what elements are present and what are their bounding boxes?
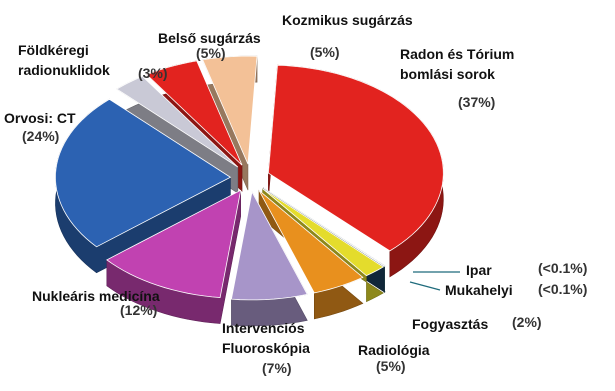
slice (230, 190, 308, 301)
slice-label: Fogyasztás (412, 316, 489, 332)
value-label: (2%) (512, 314, 542, 330)
slice (115, 75, 239, 168)
leader-line (409, 281, 441, 291)
value-label: (3%) (138, 65, 168, 81)
slice (263, 187, 386, 267)
value-label: (5%) (376, 358, 406, 374)
value-label: (5%) (196, 45, 226, 61)
slice (146, 60, 243, 166)
slice-label: Nukleáris medicína (32, 288, 160, 304)
slice-label: Ipar (466, 262, 492, 278)
slice-label: Intervenciós Fluoroskópia (222, 320, 310, 356)
value-label: (12%) (120, 302, 158, 318)
slice (55, 98, 232, 248)
slice (202, 55, 258, 165)
slice (258, 190, 364, 294)
slice-label: Orvosi: CT (4, 110, 76, 126)
slice-label: Földkéregi radionuklidok (18, 42, 110, 78)
slice-label: Radon és Tórium bomlási sorok (400, 46, 515, 82)
value-label: (24%) (22, 128, 60, 144)
slice-label: Radiológia (358, 342, 430, 358)
slice-label: Belső sugárzás (158, 30, 261, 46)
value-label: (37%) (458, 94, 496, 110)
slice (267, 64, 444, 252)
value-label: (5%) (310, 44, 340, 60)
slice (106, 189, 242, 299)
slice-label: Mukahelyi (445, 282, 513, 298)
value-label: (7%) (262, 360, 292, 376)
value-label: (<0.1%) (538, 281, 588, 297)
slice-label: Kozmikus sugárzás (282, 12, 413, 28)
value-label: (<0.1%) (538, 260, 588, 276)
slice (262, 188, 385, 277)
